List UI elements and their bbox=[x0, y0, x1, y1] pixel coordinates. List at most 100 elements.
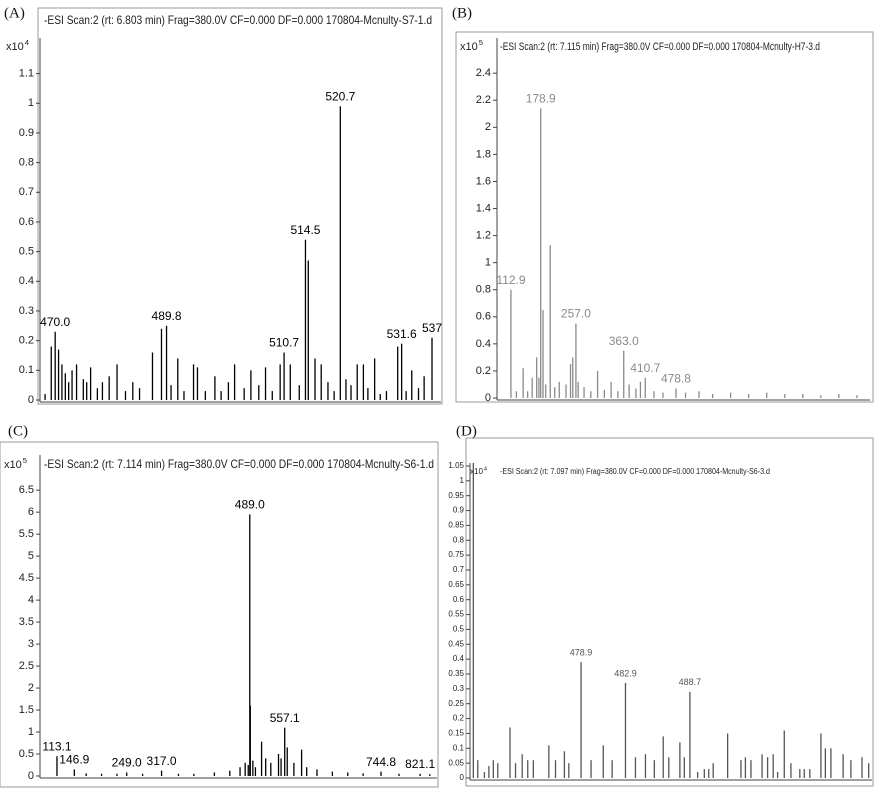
panel-frame bbox=[465, 437, 874, 787]
y-tick-label: 0.7 bbox=[453, 565, 465, 574]
y-tick-label: 2.5 bbox=[19, 660, 34, 672]
y-tick-label: 0.45 bbox=[448, 639, 464, 648]
panel-frame bbox=[0, 441, 439, 788]
y-tick-label: 0.55 bbox=[448, 610, 464, 619]
y-scale-exponent: 4 bbox=[25, 38, 30, 47]
y-tick-label: 4 bbox=[28, 594, 34, 606]
y-tick-label: 0.5 bbox=[453, 625, 465, 634]
y-tick-label: 2 bbox=[485, 121, 491, 133]
peak-label: 478.8 bbox=[661, 372, 691, 386]
y-tick-label: 0.4 bbox=[19, 275, 34, 287]
y-tick-label: 0.75 bbox=[448, 550, 464, 559]
panel-frame bbox=[37, 7, 443, 405]
y-tick-label: 0 bbox=[28, 770, 34, 782]
chart-title: -ESI Scan:2 (rt: 7.115 min) Frag=380.0V … bbox=[500, 41, 820, 53]
y-tick-label: 1 bbox=[460, 476, 465, 485]
peak-label: 489.0 bbox=[235, 498, 265, 512]
peak-label: 531.6 bbox=[387, 327, 417, 341]
peak-label: 514.5 bbox=[290, 223, 320, 237]
peak-label: 489.8 bbox=[152, 309, 182, 323]
peak-label: 557.1 bbox=[270, 711, 300, 725]
chart-title: -ESI Scan:2 (rt: 7.114 min) Frag=380.0V … bbox=[44, 457, 434, 471]
y-tick-label: 0.5 bbox=[19, 748, 34, 760]
peak-label: 178.9 bbox=[526, 92, 556, 106]
y-tick-label: 1.05 bbox=[448, 461, 464, 470]
y-tick-label: 0.6 bbox=[453, 595, 465, 604]
y-tick-label: 0.5 bbox=[19, 246, 34, 258]
y-tick-label: 6.5 bbox=[19, 484, 34, 496]
y-tick-label: 0.1 bbox=[453, 743, 465, 752]
y-scale-label: x10 bbox=[460, 41, 478, 53]
panel: -ESI Scan:2 (rt: 7.097 min) Frag=380.0V … bbox=[448, 437, 874, 787]
panel-label: (A) bbox=[4, 5, 25, 21]
panel-label: (B) bbox=[452, 5, 472, 21]
panel-frame bbox=[455, 31, 874, 403]
panel: -ESI Scan:2 (rt: 6.803 min) Frag=380.0V … bbox=[6, 7, 443, 406]
y-tick-label: 3.5 bbox=[19, 616, 34, 628]
y-tick-label: 0.1 bbox=[19, 364, 34, 376]
peak-label: 363.0 bbox=[609, 334, 639, 348]
y-tick-label: 3 bbox=[28, 638, 34, 650]
y-tick-label: 0.35 bbox=[448, 669, 464, 678]
peak-label: 520.7 bbox=[325, 89, 355, 103]
y-tick-label: 0.6 bbox=[19, 216, 34, 228]
peak-label: 249.0 bbox=[112, 756, 142, 770]
y-tick-label: 5.5 bbox=[19, 528, 34, 540]
y-tick-label: 0.05 bbox=[448, 758, 464, 767]
y-tick-label: 0.8 bbox=[453, 535, 465, 544]
y-tick-label: 0 bbox=[28, 394, 34, 406]
y-tick-label: 4.5 bbox=[19, 572, 34, 584]
peak-label: 488.7 bbox=[679, 677, 702, 687]
panel: -ESI Scan:2 (rt: 7.114 min) Frag=380.0V … bbox=[0, 441, 439, 788]
y-tick-label: 0.9 bbox=[19, 127, 34, 139]
y-scale-exponent: 4 bbox=[484, 467, 487, 473]
peak-label: 482.9 bbox=[614, 668, 637, 678]
y-tick-label: 2.4 bbox=[476, 67, 491, 79]
peak-label: 821.1 bbox=[405, 757, 435, 771]
y-tick-label: 0.3 bbox=[19, 305, 34, 317]
y-tick-label: 0.3 bbox=[453, 684, 465, 693]
y-tick-label: 1 bbox=[28, 726, 34, 738]
peak-label: 537 bbox=[422, 321, 442, 335]
peak-label: 112.9 bbox=[496, 273, 525, 287]
y-tick-label: 0.9 bbox=[453, 506, 465, 515]
y-tick-label: 0.2 bbox=[453, 714, 465, 723]
y-tick-label: 1.6 bbox=[476, 175, 491, 187]
y-tick-label: 0.2 bbox=[476, 365, 491, 377]
peak-label: 146.9 bbox=[59, 753, 89, 767]
y-tick-label: 6 bbox=[28, 506, 34, 518]
peak-label: 410.7 bbox=[630, 361, 660, 375]
peak-label: 317.0 bbox=[147, 754, 177, 768]
y-tick-label: 0.65 bbox=[448, 580, 464, 589]
y-tick-label: 1.4 bbox=[476, 202, 491, 214]
plot-area: 470.0 489.8 510.7 514.5 520.7 531.6 537 bbox=[40, 89, 442, 400]
y-tick-label: 0.15 bbox=[448, 729, 464, 738]
plot-area: 478.9 482.9 488.7 bbox=[472, 463, 870, 778]
y-tick-label: 2 bbox=[28, 682, 34, 694]
y-tick-label: 1.1 bbox=[19, 68, 34, 80]
y-tick-label: 0 bbox=[460, 773, 465, 782]
peak-label: 257.0 bbox=[561, 307, 591, 321]
peak-label: 113.1 bbox=[42, 739, 71, 753]
y-tick-label: 1.8 bbox=[476, 148, 491, 160]
peak-label: 510.7 bbox=[269, 336, 299, 350]
y-tick-label: 0.8 bbox=[19, 157, 34, 169]
y-tick-label: 0.85 bbox=[448, 521, 464, 530]
y-scale-label: x10 bbox=[470, 467, 483, 476]
y-tick-label: 0.6 bbox=[476, 311, 491, 323]
chart-title: -ESI Scan:2 (rt: 7.097 min) Frag=380.0V … bbox=[500, 467, 770, 476]
y-tick-label: 2.2 bbox=[476, 94, 491, 106]
chart-title: -ESI Scan:2 (rt: 6.803 min) Frag=380.0V … bbox=[44, 13, 432, 27]
panel: -ESI Scan:2 (rt: 7.115 min) Frag=380.0V … bbox=[455, 31, 874, 404]
y-tick-label: 0.8 bbox=[476, 284, 491, 296]
y-tick-label: 5 bbox=[28, 550, 34, 562]
peak-label: 744.8 bbox=[366, 755, 396, 769]
y-tick-label: 0.95 bbox=[448, 491, 464, 500]
y-scale-exponent: 5 bbox=[479, 38, 483, 47]
y-tick-label: 0.7 bbox=[19, 186, 34, 198]
y-tick-label: 1.5 bbox=[19, 704, 34, 716]
